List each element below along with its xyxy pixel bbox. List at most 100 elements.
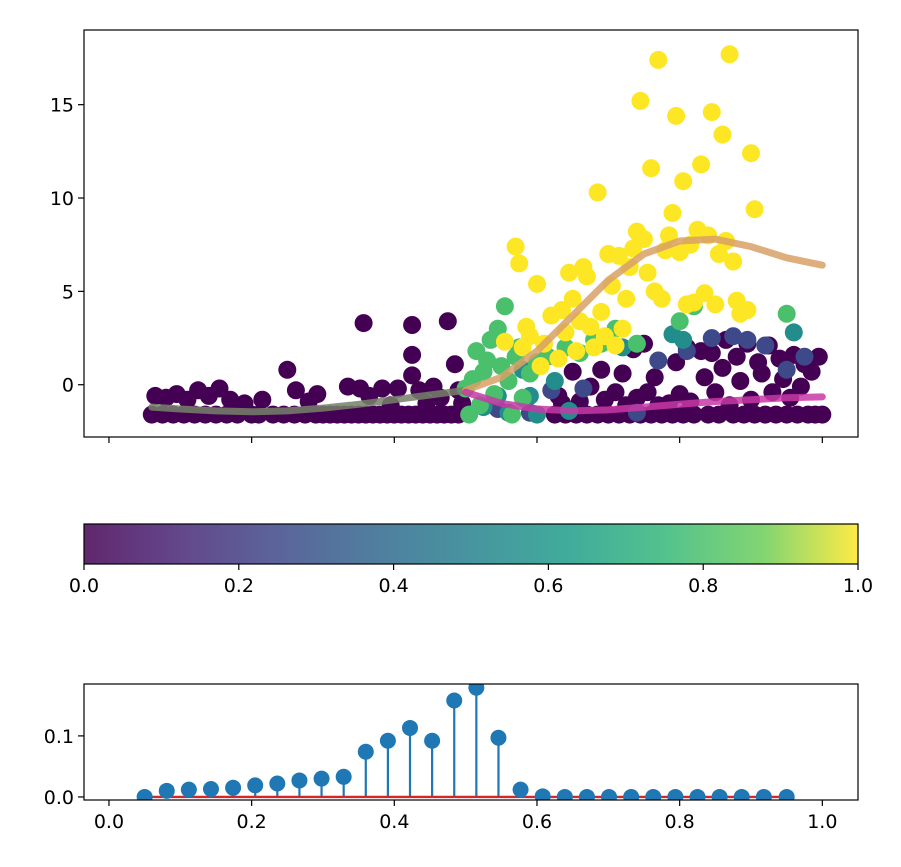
scatter-point xyxy=(606,383,625,402)
scatter-x-axis xyxy=(108,437,823,443)
scatter-point xyxy=(495,297,514,316)
scatter-point xyxy=(702,103,721,122)
scatter-point xyxy=(531,357,550,376)
scatter-point xyxy=(588,183,607,202)
scatter-point xyxy=(403,366,422,385)
scatter-point xyxy=(563,362,582,381)
scatter-point xyxy=(503,405,521,424)
scatter-marks xyxy=(142,45,832,424)
stem-marker xyxy=(446,692,463,709)
colorbar: 0.0 0.2 0.4 0.6 0.8 1.0 xyxy=(69,523,873,597)
scatter-point xyxy=(791,377,810,396)
stem-marker xyxy=(291,772,308,789)
scatter-point xyxy=(617,289,636,308)
scatter-point xyxy=(649,50,668,69)
stem-marker xyxy=(158,782,175,799)
scatter-point xyxy=(613,364,632,383)
stem-marker xyxy=(202,781,219,798)
scatter-point xyxy=(545,372,564,390)
colorbar-tick-label: 0.6 xyxy=(533,575,563,597)
x-tick-label: 1.0 xyxy=(807,811,837,833)
scatter-point xyxy=(210,379,229,398)
scatter-point xyxy=(777,360,796,379)
scatter-point xyxy=(784,323,803,342)
scatter-point xyxy=(574,379,593,398)
scatter-point xyxy=(520,327,539,346)
stem-marker xyxy=(490,729,507,746)
scatter-point xyxy=(667,353,686,372)
scatter-point xyxy=(674,330,693,349)
scatter-point xyxy=(577,267,596,286)
scatter-point xyxy=(510,254,529,273)
stem-frame xyxy=(83,683,859,801)
stem-marker xyxy=(601,788,618,800)
stem-marker xyxy=(269,775,286,792)
trend-line xyxy=(462,388,826,415)
x-tick-label: 0.6 xyxy=(522,811,552,833)
colorbar-tick-label: 0.4 xyxy=(378,575,408,597)
scatter-point xyxy=(581,317,600,336)
scatter-point xyxy=(563,289,582,308)
scatter-point xyxy=(645,368,664,387)
scatter-point xyxy=(663,204,682,222)
stem-marker xyxy=(136,788,153,800)
scatter-point xyxy=(706,383,725,402)
stem-marker xyxy=(180,781,197,798)
stem-marker xyxy=(357,743,374,760)
scatter-point xyxy=(695,284,714,303)
stem-marker xyxy=(402,719,419,736)
scatter-point xyxy=(802,362,821,381)
scatter-point xyxy=(713,358,732,377)
scatter-point xyxy=(445,355,464,374)
scatter-point xyxy=(649,351,668,370)
scatter-point xyxy=(670,312,689,331)
scatter-point xyxy=(638,383,657,402)
y-tick-label: 15 xyxy=(50,95,74,117)
scatter-point xyxy=(278,360,297,379)
colorbar-frame xyxy=(83,523,859,565)
y-tick-label: 0.1 xyxy=(44,726,74,748)
scatter-point xyxy=(373,379,392,398)
stem-marker xyxy=(667,788,684,800)
stem-marker xyxy=(468,684,485,696)
scatter-frame xyxy=(83,29,859,438)
scatter-point xyxy=(742,144,760,163)
scatter-point xyxy=(745,200,764,219)
scatter-point xyxy=(354,314,373,333)
stem-x-axis: 0.0 0.2 0.4 0.6 0.8 1.0 xyxy=(94,800,837,833)
scatter-point xyxy=(652,289,671,308)
colorbar-gradient xyxy=(84,524,858,564)
scatter-point xyxy=(738,301,757,319)
scatter-point xyxy=(221,390,240,409)
scatter-y-axis: 0 5 10 15 xyxy=(50,95,84,397)
scatter-point xyxy=(756,336,775,355)
stem-marker xyxy=(424,732,441,749)
colorbar-tick-label: 0.8 xyxy=(688,575,718,597)
scatter-point xyxy=(403,345,422,364)
scatter-point xyxy=(667,106,686,125)
stem-marker xyxy=(578,788,595,800)
scatter-point xyxy=(567,342,586,361)
stem-marker xyxy=(711,788,728,800)
scatter-point xyxy=(388,379,407,398)
scatter-point xyxy=(813,405,832,424)
scatter-point xyxy=(795,347,814,366)
scatter-point xyxy=(549,349,568,368)
stem-panel: 0.0 0.1 0.0 0.2 0.4 0.6 0.8 1.0 xyxy=(44,683,859,833)
scatter-point xyxy=(627,334,646,353)
scatter-panel: 0 5 10 15 xyxy=(50,29,859,443)
scatter-point xyxy=(731,372,750,390)
scatter-point xyxy=(638,263,657,282)
x-tick-label: 0.2 xyxy=(237,811,267,833)
scatter-point xyxy=(777,304,796,323)
scatter-point xyxy=(692,155,711,174)
x-tick-label: 0.4 xyxy=(379,811,409,833)
scatter-point xyxy=(528,274,546,293)
trend-line xyxy=(462,235,826,394)
stem-marker xyxy=(335,768,352,785)
scatter-point xyxy=(631,91,650,110)
scatter-point xyxy=(585,338,604,357)
y-tick-label: 5 xyxy=(62,281,74,303)
scatter-point xyxy=(674,172,693,191)
